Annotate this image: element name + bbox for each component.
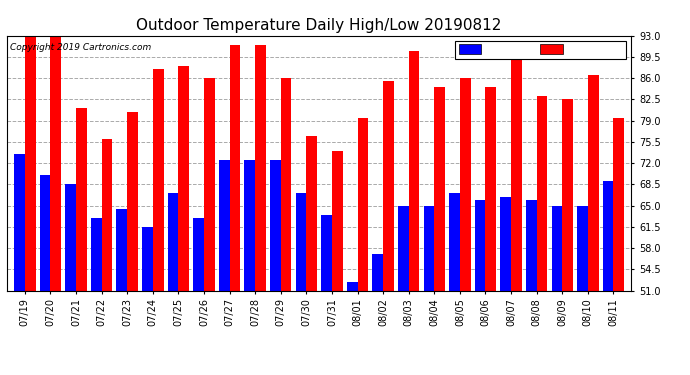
Bar bbox=[101, 139, 112, 291]
Bar bbox=[50, 36, 61, 291]
Bar bbox=[244, 160, 255, 291]
Bar bbox=[408, 51, 420, 291]
Title: Outdoor Temperature Daily High/Low 20190812: Outdoor Temperature Daily High/Low 20190… bbox=[137, 18, 502, 33]
Bar bbox=[25, 36, 36, 291]
Bar bbox=[66, 184, 76, 291]
Bar bbox=[383, 81, 394, 291]
Bar bbox=[577, 206, 588, 291]
Bar bbox=[193, 218, 204, 291]
Bar bbox=[91, 218, 101, 291]
Bar bbox=[434, 87, 445, 291]
Bar bbox=[588, 75, 599, 291]
Bar bbox=[270, 160, 281, 291]
Bar bbox=[179, 66, 189, 291]
Bar bbox=[204, 78, 215, 291]
Bar bbox=[332, 151, 343, 291]
Bar bbox=[357, 118, 368, 291]
Bar bbox=[460, 78, 471, 291]
Bar bbox=[449, 194, 460, 291]
Bar bbox=[511, 57, 522, 291]
Bar bbox=[127, 111, 138, 291]
Bar bbox=[76, 108, 87, 291]
Bar bbox=[500, 196, 511, 291]
Bar bbox=[255, 45, 266, 291]
Bar bbox=[398, 206, 408, 291]
Bar bbox=[424, 206, 434, 291]
Bar bbox=[142, 227, 152, 291]
Bar bbox=[14, 154, 25, 291]
Bar bbox=[306, 136, 317, 291]
Bar bbox=[295, 194, 306, 291]
Bar bbox=[475, 200, 486, 291]
Bar bbox=[602, 182, 613, 291]
Bar bbox=[281, 78, 291, 291]
Bar bbox=[152, 69, 164, 291]
Bar bbox=[347, 282, 357, 291]
Bar bbox=[321, 215, 332, 291]
Bar bbox=[39, 175, 50, 291]
Bar bbox=[551, 206, 562, 291]
Bar bbox=[168, 194, 179, 291]
Legend: Low  (°F), High  (°F): Low (°F), High (°F) bbox=[455, 41, 626, 58]
Text: Copyright 2019 Cartronics.com: Copyright 2019 Cartronics.com bbox=[10, 43, 151, 52]
Bar bbox=[373, 254, 383, 291]
Bar bbox=[230, 45, 240, 291]
Bar bbox=[219, 160, 230, 291]
Bar bbox=[613, 118, 624, 291]
Bar bbox=[526, 200, 537, 291]
Bar bbox=[486, 87, 496, 291]
Bar bbox=[562, 99, 573, 291]
Bar bbox=[117, 209, 127, 291]
Bar bbox=[537, 96, 547, 291]
